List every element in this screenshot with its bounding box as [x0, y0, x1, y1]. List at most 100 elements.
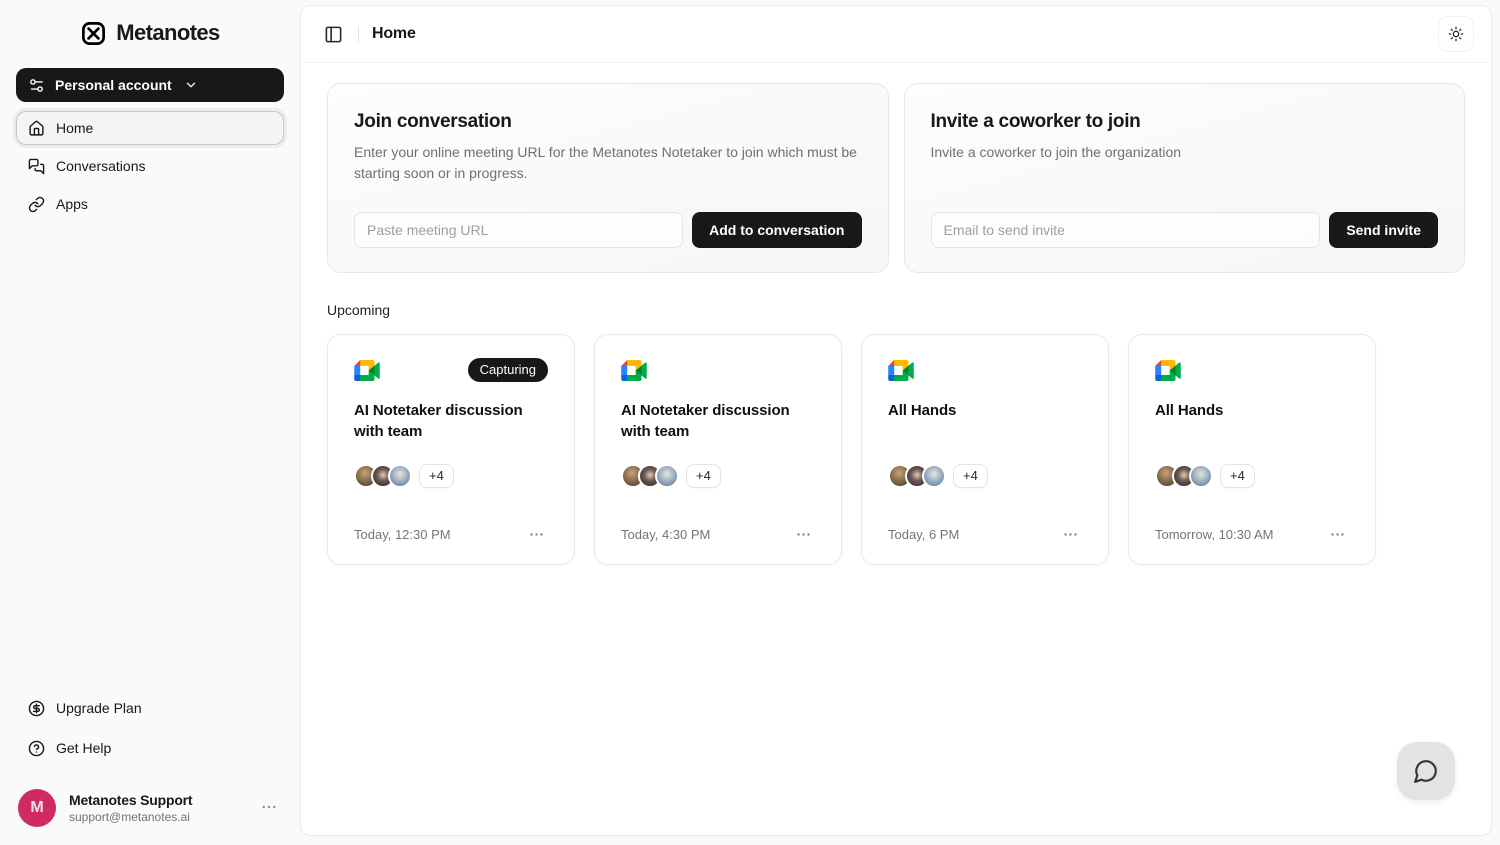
meeting-time: Today, 6 PM — [888, 527, 960, 542]
chevron-down-icon — [186, 82, 195, 88]
conversations-icon — [28, 158, 45, 174]
page-title: Home — [372, 25, 416, 42]
meeting-card-top — [888, 358, 1082, 384]
avatar: M — [18, 789, 56, 827]
sidebar-item-apps[interactable]: Apps — [16, 187, 284, 221]
main-content: Join conversation Enter your online meet… — [301, 63, 1491, 835]
meeting-card-top — [1155, 358, 1349, 384]
meeting-card-top — [621, 358, 815, 384]
send-invite-button[interactable]: Send invite — [1329, 212, 1438, 248]
meeting-card-footer: Tomorrow, 10:30 AM — [1155, 523, 1349, 546]
theme-toggle-button[interactable] — [1438, 16, 1474, 52]
header-separator — [358, 26, 359, 42]
invite-coworker-card: Invite a coworker to join Invite a cowor… — [903, 83, 1465, 273]
ellipsis-icon — [530, 533, 543, 536]
ellipsis-icon — [797, 533, 810, 536]
google-meet-icon — [1155, 360, 1181, 381]
user-meta: Metanotes Support support@metanotes.ai — [69, 792, 193, 824]
sidebar-item-label: Get Help — [56, 740, 112, 756]
sidebar-item-upgrade-plan[interactable]: Upgrade Plan — [16, 691, 284, 725]
add-to-conversation-button[interactable]: Add to conversation — [692, 212, 862, 248]
user-name: Metanotes Support — [69, 792, 193, 808]
invite-card-title: Invite a coworker to join — [930, 111, 1141, 132]
join-card-title: Join conversation — [354, 111, 512, 132]
google-meet-icon — [621, 360, 647, 381]
sidebar-item-label: Home — [56, 120, 94, 136]
sidebar-item-conversations[interactable]: Conversations — [16, 149, 284, 183]
google-meet-icon — [354, 360, 380, 381]
meeting-card-footer: Today, 12:30 PM — [354, 523, 548, 546]
ellipsis-icon — [1064, 533, 1077, 536]
meeting-card[interactable]: Capturing AI Notetaker discussion with t… — [327, 334, 575, 565]
invite-email-input[interactable] — [930, 212, 1321, 248]
sidebar-nav: Home Conversations Apps — [16, 111, 284, 221]
attendee-avatars: +4 — [888, 463, 1082, 489]
metanotes-logo-icon — [82, 21, 106, 45]
sun-icon — [1448, 26, 1464, 42]
attendee-avatars: +4 — [354, 463, 548, 489]
capturing-badge: Capturing — [467, 358, 548, 382]
meeting-title: All Hands — [888, 402, 957, 419]
meeting-card[interactable]: All Hands +4 Tomorrow, 10:30 AM — [1128, 334, 1376, 565]
extra-attendees-badge: +4 — [1220, 464, 1255, 488]
user-menu-button[interactable] — [256, 794, 282, 823]
panel-left-icon — [325, 26, 341, 42]
action-cards-row: Join conversation Enter your online meet… — [327, 83, 1465, 273]
home-icon — [29, 120, 44, 136]
join-form: Add to conversation — [354, 212, 862, 248]
attendee-avatars: +4 — [621, 463, 815, 489]
meeting-card-footer: Today, 4:30 PM — [621, 523, 815, 546]
invite-card-description: Invite a coworker to join the organizati… — [930, 144, 1182, 160]
meeting-card-footer: Today, 6 PM — [888, 523, 1082, 546]
help-circle-icon — [28, 740, 45, 756]
join-conversation-card: Join conversation Enter your online meet… — [327, 83, 889, 273]
sidebar-toggle-button[interactable] — [318, 19, 348, 49]
app-logo: Metanotes — [16, 14, 284, 52]
link-icon — [28, 196, 45, 212]
attendee-avatar — [922, 464, 946, 488]
extra-attendees-badge: +4 — [953, 464, 988, 488]
upcoming-section-label: Upcoming — [327, 302, 391, 318]
account-switcher-button[interactable]: Personal account — [16, 68, 284, 102]
meeting-title: All Hands — [1155, 402, 1224, 419]
ellipsis-icon — [262, 805, 276, 808]
meeting-url-input[interactable] — [354, 212, 684, 248]
user-profile: M Metanotes Support support@metanotes.ai — [16, 787, 284, 829]
sidebar-item-label: Upgrade Plan — [56, 700, 142, 716]
sidebar: Metanotes Personal account Home — [0, 0, 300, 845]
app-name: Metanotes — [116, 20, 220, 45]
meeting-menu-button[interactable] — [1059, 523, 1082, 546]
meeting-card[interactable]: All Hands +4 Today, 6 PM — [861, 334, 1109, 565]
account-switcher-label: Personal account — [55, 77, 172, 93]
sidebar-item-label: Conversations — [56, 158, 146, 174]
extra-attendees-badge: +4 — [419, 464, 454, 488]
main-panel: Home Join conversation Enter your online… — [300, 5, 1492, 836]
attendee-avatar — [655, 464, 679, 488]
join-card-description: Enter your online meeting URL for the Me… — [354, 144, 857, 181]
meeting-menu-button[interactable] — [525, 523, 548, 546]
google-meet-icon — [888, 360, 914, 381]
meeting-title: AI Notetaker discussion with team — [354, 402, 523, 441]
meeting-card[interactable]: AI Notetaker discussion with team +4 Tod… — [594, 334, 842, 565]
meeting-menu-button[interactable] — [1326, 523, 1349, 546]
sidebar-item-label: Apps — [56, 196, 88, 212]
sliders-icon — [30, 78, 43, 92]
sidebar-item-get-help[interactable]: Get Help — [16, 731, 284, 765]
user-email: support@metanotes.ai — [69, 810, 190, 824]
dollar-circle-icon — [28, 700, 45, 716]
upcoming-meetings-grid: Capturing AI Notetaker discussion with t… — [327, 334, 1465, 565]
meeting-card-top: Capturing — [354, 358, 548, 384]
sidebar-item-home[interactable]: Home — [16, 111, 284, 145]
sidebar-footer: Upgrade Plan Get Help M Metanotes Suppor… — [16, 691, 284, 829]
attendee-avatar — [388, 464, 412, 488]
invite-form: Send invite — [930, 212, 1438, 248]
chat-bubble-icon — [1414, 760, 1437, 783]
support-chat-button[interactable] — [1397, 742, 1455, 800]
meeting-time: Tomorrow, 10:30 AM — [1155, 527, 1274, 542]
ellipsis-icon — [1331, 533, 1344, 536]
meeting-menu-button[interactable] — [792, 523, 815, 546]
meeting-title: AI Notetaker discussion with team — [621, 402, 790, 441]
meeting-time: Today, 12:30 PM — [354, 527, 451, 542]
attendee-avatars: +4 — [1155, 463, 1349, 489]
extra-attendees-badge: +4 — [686, 464, 721, 488]
